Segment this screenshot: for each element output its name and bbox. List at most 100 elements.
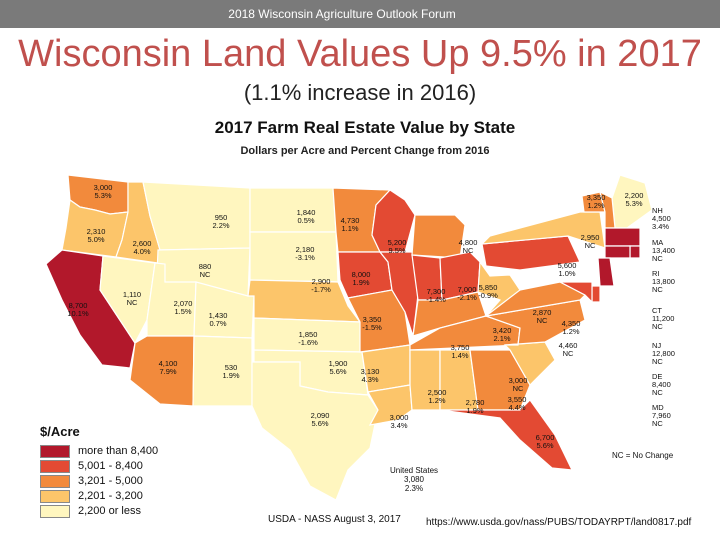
state-value-id: 2,600 bbox=[133, 239, 152, 248]
state-change-va: 1.2% bbox=[562, 327, 579, 336]
state-value-oh: 5,850 bbox=[479, 283, 498, 292]
state-value-me: 2,200 bbox=[625, 191, 644, 200]
state-change-ok: 5.6% bbox=[329, 367, 346, 376]
state-value-il: 7,300 bbox=[427, 287, 446, 296]
state-change-ny: NC bbox=[585, 241, 596, 250]
state-ms bbox=[409, 349, 441, 411]
state-change-fl: 5.6% bbox=[536, 441, 553, 450]
callout-change: NC bbox=[652, 419, 663, 428]
state-value-wy: 880 bbox=[199, 262, 212, 271]
state-change-az: 7.9% bbox=[159, 367, 176, 376]
state-change-me: 5.3% bbox=[625, 199, 642, 208]
callout-ct: CT 11,200 NC bbox=[652, 307, 692, 331]
state-value-wa: 3,000 bbox=[94, 183, 113, 192]
state-value-in: 7,000 bbox=[458, 285, 477, 294]
state-change-tx: 5.6% bbox=[311, 419, 328, 428]
state-tx bbox=[251, 361, 379, 501]
state-value-ia: 8,000 bbox=[352, 270, 371, 279]
state-value-wv: 2,870 bbox=[533, 308, 552, 317]
callout-state: CT bbox=[652, 306, 662, 315]
state-change-mo: -1.5% bbox=[362, 323, 382, 332]
state-change-al: 1.9% bbox=[466, 406, 483, 415]
state-value-mo: 3,350 bbox=[363, 315, 382, 324]
state-value-ms: 2,500 bbox=[428, 388, 447, 397]
state-co bbox=[193, 281, 255, 339]
state-change-wa: 5.3% bbox=[94, 191, 111, 200]
callout-change: 3.4% bbox=[652, 222, 670, 231]
state-change-mi: NC bbox=[463, 246, 474, 255]
state-change-nc: NC bbox=[563, 349, 574, 358]
callout-ri: RI 13,800 NC bbox=[652, 270, 692, 294]
state-change-ut: 1.5% bbox=[174, 307, 191, 316]
state-mt bbox=[142, 181, 251, 251]
state-value-ks: 1,850 bbox=[299, 330, 318, 339]
state-value-ar: 3,130 bbox=[361, 367, 380, 376]
state-change-wi: 9.5% bbox=[388, 246, 405, 255]
event-label: 2018 Wisconsin Agriculture Outlook Forum bbox=[228, 7, 456, 21]
state-change-pa: 1.0% bbox=[558, 269, 575, 278]
state-change-ms: 1.2% bbox=[428, 396, 445, 405]
state-value-tn: 3,750 bbox=[451, 343, 470, 352]
state-md bbox=[559, 281, 593, 304]
callout-value: 11,200 bbox=[652, 314, 675, 323]
us-total-name: United States bbox=[389, 466, 439, 475]
state-de bbox=[591, 285, 601, 303]
state-value-al: 2,780 bbox=[466, 398, 485, 407]
callout-nh: NH 4,500 3.4% bbox=[652, 207, 692, 231]
state-value-nd: 1,840 bbox=[297, 208, 316, 217]
state-change-co: 0.7% bbox=[209, 319, 226, 328]
callout-state: DE bbox=[652, 372, 663, 381]
callout-change: NC bbox=[652, 285, 663, 294]
state-change-wy: NC bbox=[200, 270, 211, 279]
callout-change: NC bbox=[652, 322, 663, 331]
state-nc bbox=[483, 299, 586, 346]
map-title: 2017 Farm Real Estate Value by State bbox=[214, 118, 516, 137]
callout-state: RI bbox=[652, 269, 660, 278]
state-value-co: 1,430 bbox=[209, 311, 228, 320]
legend-label: more than 8,400 bbox=[78, 445, 159, 457]
state-wv bbox=[477, 260, 521, 317]
slide-title: Wisconsin Land Values Up 9.5% in 2017 bbox=[18, 33, 702, 75]
state-change-mn: 1.1% bbox=[341, 224, 358, 233]
state-value-ut: 2,070 bbox=[174, 299, 193, 308]
state-change-nm: 1.9% bbox=[222, 371, 239, 380]
state-value-ky: 3,420 bbox=[493, 326, 512, 335]
us-total-value: 3,080 bbox=[403, 475, 425, 484]
state-value-ne: 2,900 bbox=[312, 277, 331, 286]
callout-value: 8,400 bbox=[652, 380, 671, 389]
state-change-nv: NC bbox=[127, 298, 138, 307]
state-change-ky: 2.1% bbox=[493, 334, 510, 343]
state-ga bbox=[469, 349, 531, 411]
state-nv bbox=[99, 255, 156, 345]
state-change-oh: -0.9% bbox=[478, 291, 498, 300]
source-url[interactable]: https://www.usda.gov/nass/PUBS/TODAYRPT/… bbox=[426, 517, 692, 528]
state-change-ca: 10.1% bbox=[67, 309, 89, 318]
state-change-in: -2.1% bbox=[457, 293, 477, 302]
callout-de: DE 8,400 NC bbox=[652, 373, 692, 397]
state-ri bbox=[629, 245, 641, 259]
callout-value: 13,400 bbox=[652, 246, 675, 255]
state-value-az: 4,100 bbox=[159, 359, 178, 368]
state-value-va: 4,350 bbox=[562, 319, 581, 328]
slide-subtitle: (1.1% increase in 2016) bbox=[243, 80, 477, 105]
state-nj bbox=[597, 257, 615, 287]
state-value-mt: 950 bbox=[215, 213, 228, 222]
state-change-la: 3.4% bbox=[390, 421, 407, 430]
map-subtitle: Dollars per Acre and Percent Change from… bbox=[240, 145, 490, 157]
us-total: United States 3,080 2.3% bbox=[380, 466, 448, 493]
callout-md: MD 7,960 NC bbox=[652, 404, 692, 428]
state-ct bbox=[604, 245, 631, 259]
callout-ma: MA 13,400 NC bbox=[652, 239, 692, 263]
callout-state: NJ bbox=[652, 341, 662, 350]
state-change-ne: -1.7% bbox=[311, 285, 331, 294]
state-value-pa: 5,600 bbox=[558, 261, 577, 270]
legend-swatch bbox=[40, 445, 70, 458]
state-fl bbox=[439, 399, 574, 471]
state-change-id: 4.0% bbox=[133, 247, 150, 256]
callout-value: 12,800 bbox=[652, 349, 675, 358]
state-value-or: 2,310 bbox=[87, 227, 106, 236]
state-value-mi: 4,800 bbox=[459, 238, 478, 247]
state-change-vt: 1.2% bbox=[587, 201, 604, 210]
legend-title: $/Acre bbox=[40, 424, 80, 439]
